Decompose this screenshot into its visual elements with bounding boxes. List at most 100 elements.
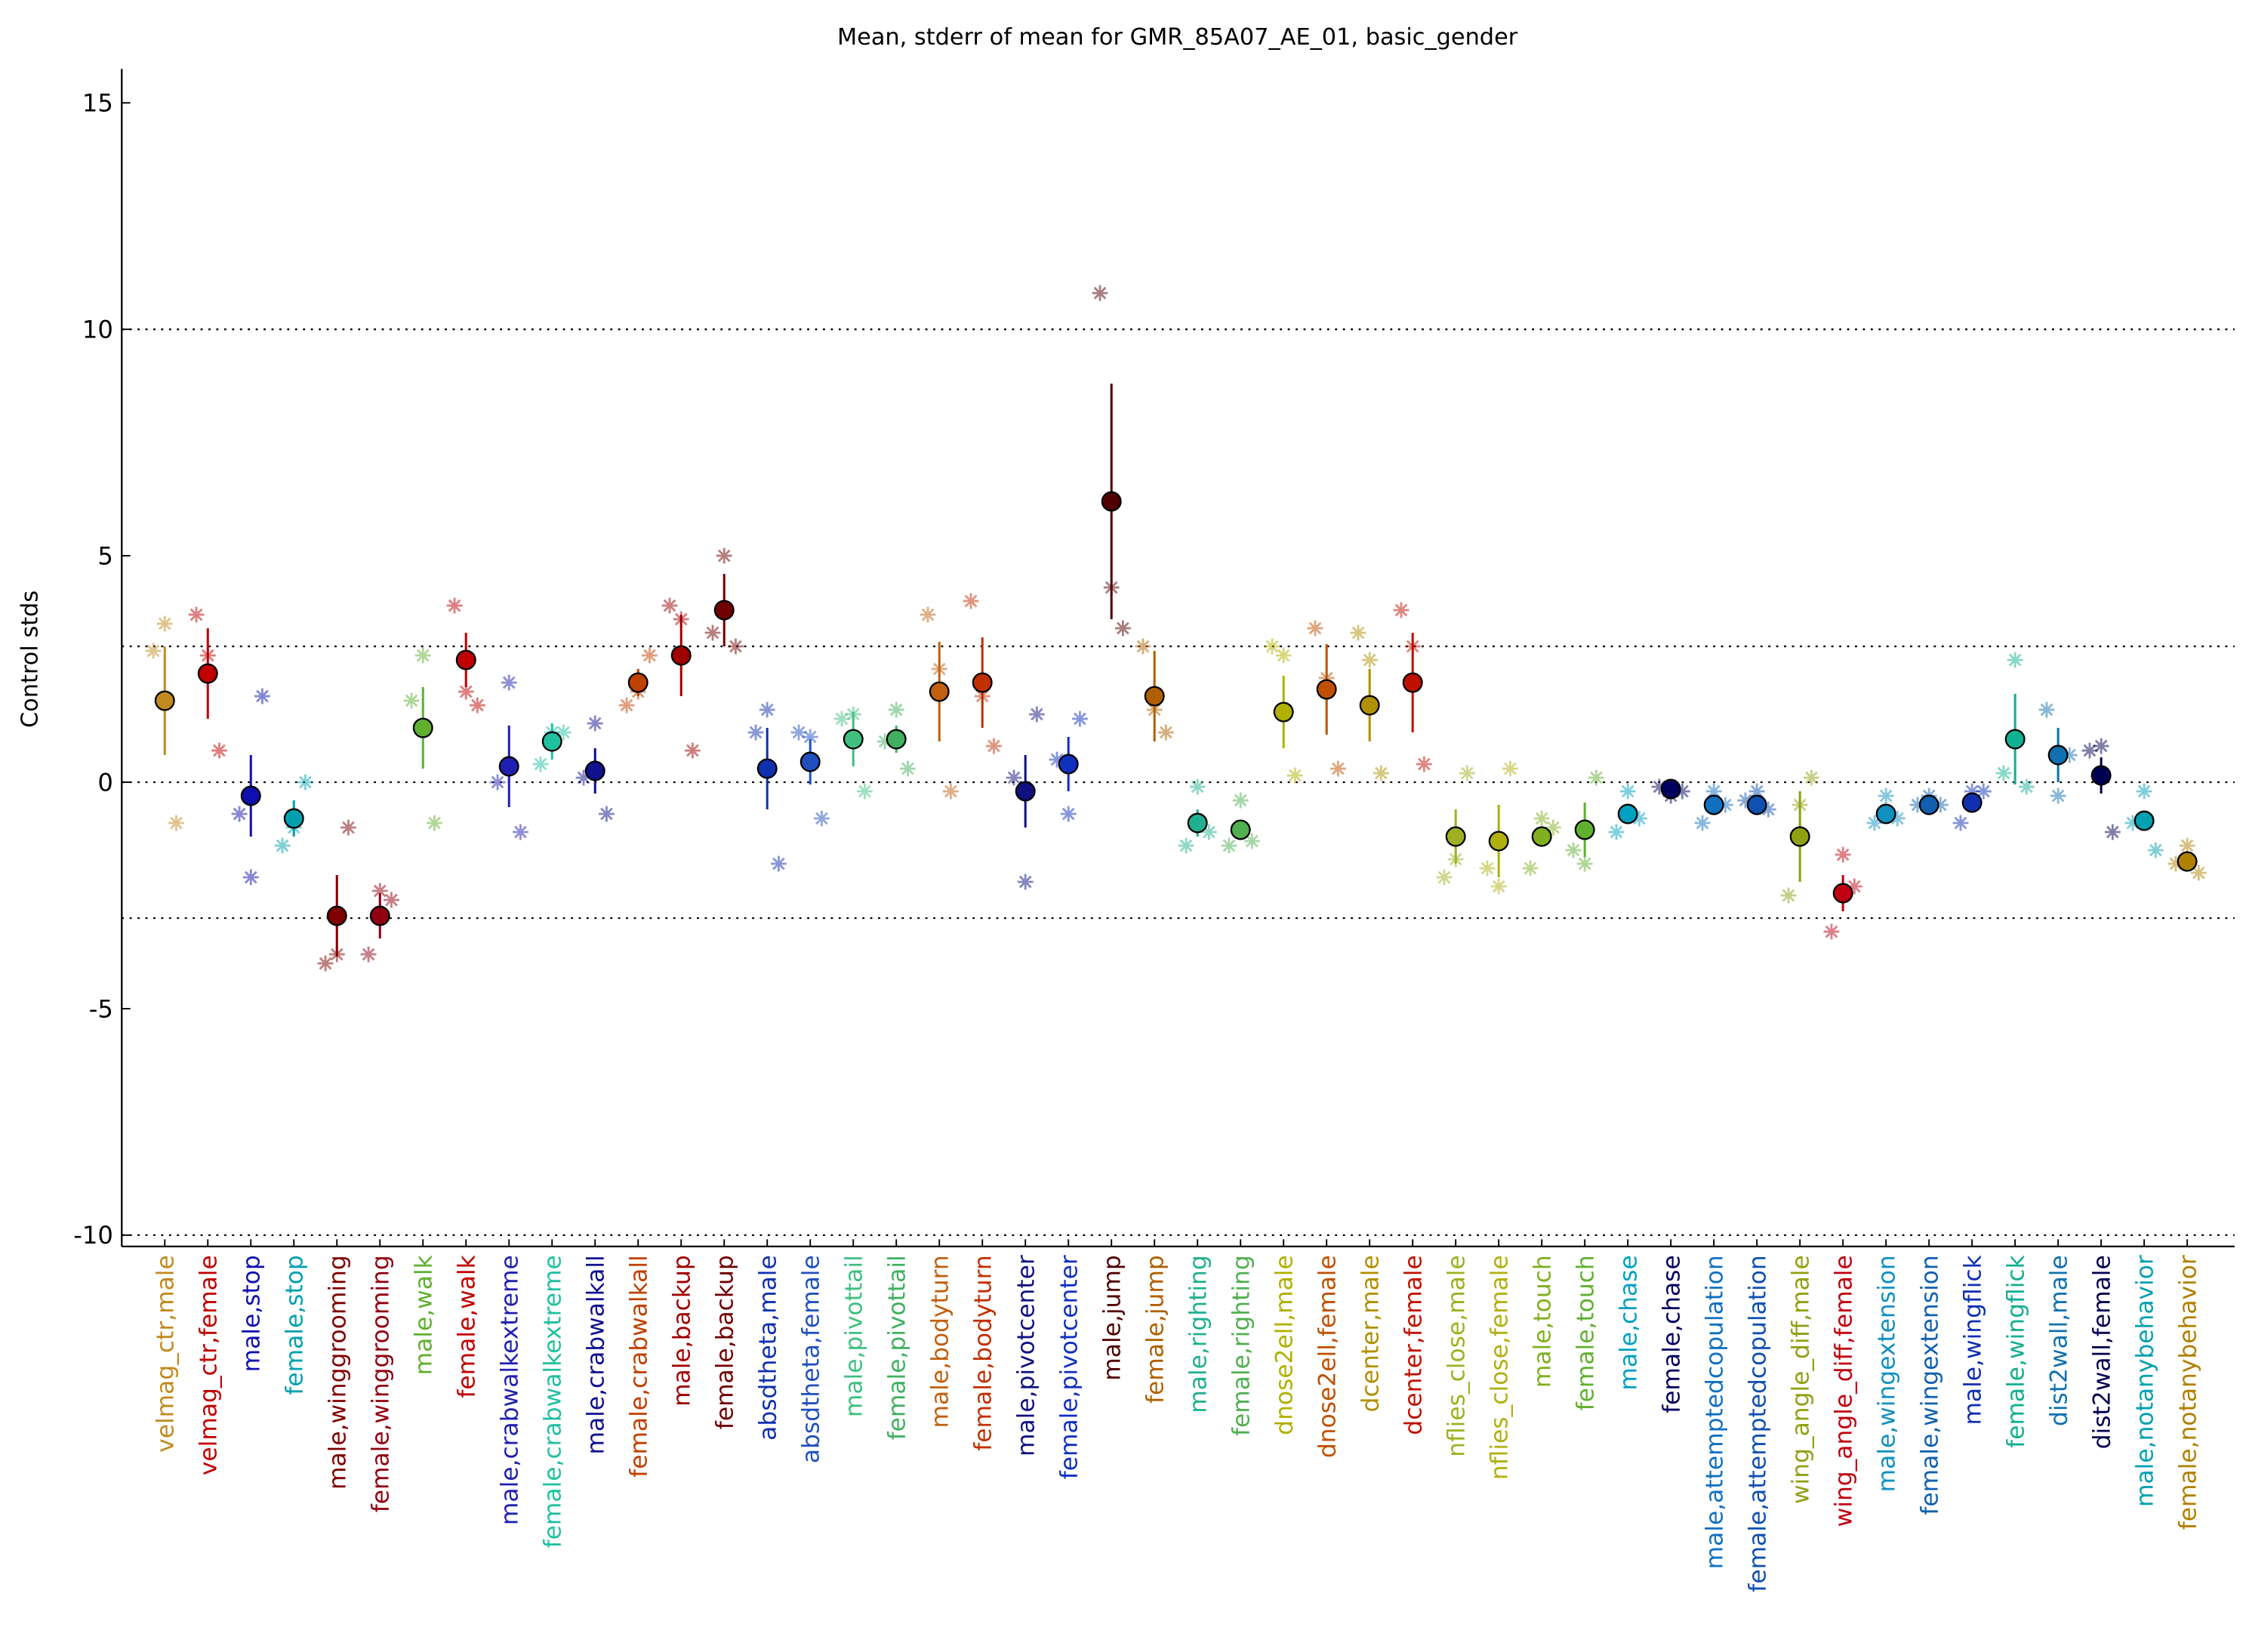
- mean-marker: [1703, 794, 1724, 815]
- mean-marker: [756, 758, 778, 779]
- point-asterisk: [1028, 706, 1045, 723]
- point-asterisk: [1479, 860, 1496, 877]
- x-tick-label: female,chase: [1659, 1255, 1686, 1413]
- point-asterisk: [888, 701, 904, 718]
- point-asterisk: [1275, 647, 1292, 664]
- point-asterisk: [1157, 724, 1174, 741]
- point-asterisk: [1286, 767, 1303, 784]
- point-asterisk: [1932, 797, 1949, 813]
- point-asterisk: [1952, 815, 1969, 831]
- mean-marker: [1144, 686, 1165, 707]
- mean-marker: [1445, 826, 1466, 847]
- x-tick-label: velmag_ctr,female: [196, 1255, 223, 1475]
- point-asterisk: [1909, 797, 1926, 813]
- point-asterisk: [489, 774, 506, 791]
- x-tick-label: wing_angle_diff,female: [1831, 1255, 1858, 1527]
- point-asterisk: [1178, 837, 1194, 854]
- x-tick-label: dnose2ell,male: [1271, 1255, 1299, 1435]
- y-tick-label: -5: [89, 994, 113, 1023]
- x-tick-label: female,walk: [454, 1254, 481, 1398]
- x-tick-label: female,crabwalkextreme: [540, 1255, 567, 1548]
- x-tick-label: female,wingextension: [1917, 1255, 1944, 1515]
- point-asterisk: [770, 855, 787, 872]
- point-asterisk: [1200, 824, 1217, 840]
- point-asterisk: [1545, 819, 1561, 836]
- mean-marker: [369, 905, 390, 926]
- point-asterisk: [1533, 810, 1550, 827]
- point-asterisk: [1748, 783, 1765, 800]
- point-asterisk: [684, 742, 701, 759]
- point-asterisk: [2104, 824, 2121, 840]
- x-tick-label: female,touch: [1573, 1255, 1600, 1410]
- point-asterisk: [575, 769, 592, 786]
- point-asterisk: [1588, 769, 1604, 786]
- x-tick-label: female,notanybehavior: [2175, 1255, 2202, 1530]
- x-tick-label: male,righting: [1185, 1255, 1212, 1413]
- point-asterisk: [1264, 638, 1280, 655]
- point-asterisk: [2081, 742, 2098, 759]
- point-asterisk: [1717, 797, 1733, 813]
- x-tick-label: dist2wall,female: [2089, 1255, 2116, 1449]
- point-asterisk: [1565, 842, 1582, 858]
- point-asterisk: [2038, 701, 2055, 718]
- point-asterisk: [661, 597, 678, 614]
- x-tick-label: female,jump: [1142, 1255, 1169, 1404]
- point-asterisk: [1835, 846, 1851, 863]
- point-asterisk: [813, 810, 830, 827]
- point-asterisk: [716, 547, 732, 564]
- point-asterisk: [1071, 710, 1088, 727]
- point-asterisk: [1393, 602, 1410, 618]
- point-asterisk: [920, 606, 936, 623]
- point-asterisk: [1049, 751, 1065, 768]
- x-tick-label: female,bodyturn: [970, 1255, 997, 1451]
- point-asterisk: [1964, 783, 1980, 800]
- x-tick-label: female,crabwalkall: [626, 1255, 653, 1478]
- point-asterisk: [618, 697, 635, 714]
- mean-marker: [1058, 754, 1079, 775]
- x-tick-label: male,walk: [411, 1254, 438, 1375]
- x-tick-label: male,bodyturn: [927, 1255, 954, 1428]
- x-tick-label: male,jump: [1099, 1255, 1126, 1380]
- plot-area: [122, 69, 2235, 1247]
- x-tick-label: dcenter,male: [1357, 1255, 1385, 1412]
- x-tick-label: male,notanybehavior: [2132, 1255, 2159, 1507]
- point-asterisk: [877, 733, 893, 750]
- mean-marker: [197, 663, 218, 684]
- mean-marker: [2177, 851, 2198, 872]
- point-asterisk: [501, 674, 517, 691]
- point-asterisk: [1243, 833, 1260, 849]
- y-tick-label: 0: [97, 768, 113, 797]
- mean-marker: [2090, 765, 2112, 786]
- point-asterisk: [555, 724, 572, 741]
- point-asterisk: [446, 597, 463, 614]
- point-asterisk: [1705, 783, 1722, 800]
- point-asterisk: [1416, 756, 1432, 772]
- point-asterisk: [145, 643, 162, 659]
- y-axis-label: Control stds: [17, 590, 43, 728]
- point-asterisk: [2190, 865, 2207, 881]
- point-asterisk: [317, 955, 334, 972]
- mean-marker: [154, 690, 175, 711]
- point-asterisk: [242, 869, 259, 886]
- point-asterisk: [274, 837, 291, 854]
- point-asterisk: [1436, 869, 1453, 886]
- point-asterisk: [383, 892, 399, 908]
- mean-marker: [1832, 883, 1853, 904]
- point-asterisk: [1350, 624, 1366, 641]
- point-asterisk: [1522, 860, 1539, 877]
- mean-marker: [1230, 819, 1251, 840]
- chart-title: Mean, stderr of mean for GMR_85A07_AE_01…: [837, 24, 1518, 51]
- mean-marker: [498, 756, 519, 777]
- point-asterisk: [414, 647, 431, 664]
- point-asterisk: [371, 883, 388, 899]
- point-asterisk: [1490, 878, 1507, 895]
- mean-marker: [1875, 803, 1896, 824]
- mean-marker: [1531, 826, 1552, 847]
- point-asterisk: [1502, 760, 1518, 777]
- point-asterisk: [790, 724, 807, 741]
- mean-marker: [455, 649, 476, 670]
- point-asterisk: [211, 742, 227, 759]
- point-asterisk: [1114, 620, 1131, 636]
- mean-marker: [2047, 744, 2069, 766]
- x-tick-label: wing_angle_diff,male: [1788, 1255, 1815, 1504]
